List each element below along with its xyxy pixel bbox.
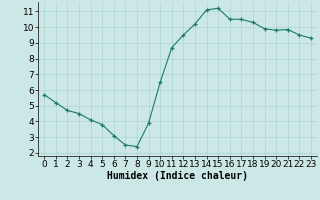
X-axis label: Humidex (Indice chaleur): Humidex (Indice chaleur): [107, 171, 248, 181]
